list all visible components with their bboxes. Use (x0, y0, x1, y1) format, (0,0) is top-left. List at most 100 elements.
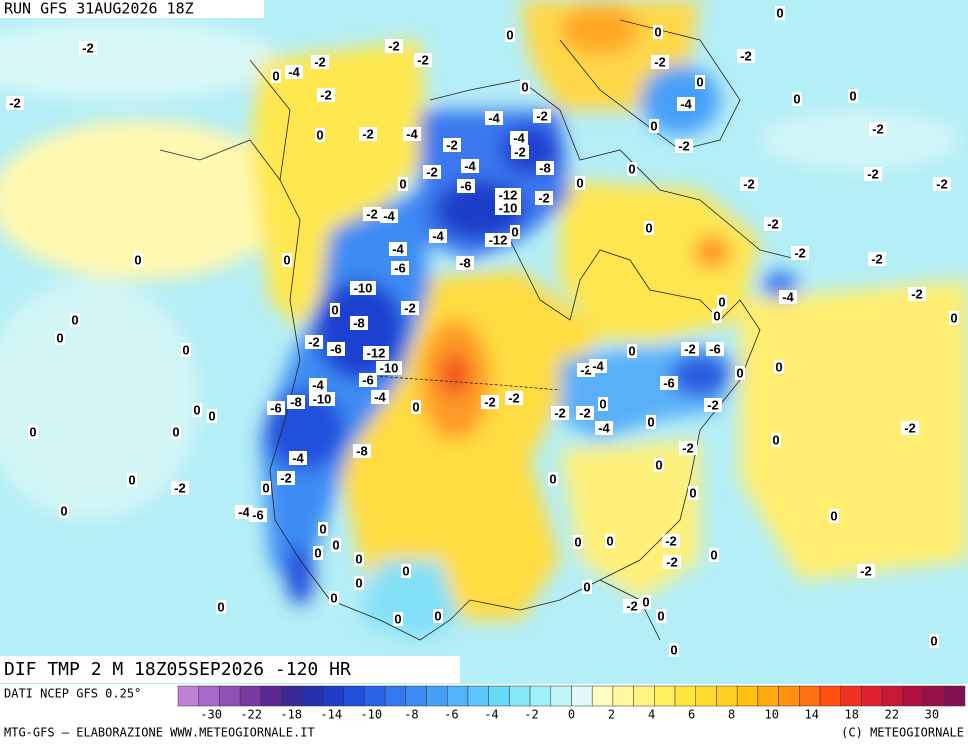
contour-label: 0 (521, 79, 528, 94)
contour-label: -4 (432, 228, 444, 243)
label-box (350, 281, 376, 295)
contour-label: -10 (380, 360, 399, 375)
label-box (520, 80, 530, 94)
label-box (371, 390, 389, 404)
label-box (605, 534, 615, 548)
color-swatch (384, 685, 407, 707)
contour-label: -2 (508, 390, 520, 405)
colorbar-tick-label: -4 (484, 708, 498, 722)
contour-label: -4 (406, 126, 418, 141)
contour-label: 0 (412, 399, 419, 414)
label-box (548, 472, 558, 486)
contour-label: -2 (740, 48, 752, 63)
label-box (510, 225, 520, 239)
colorbar-tick-label: -18 (280, 708, 302, 722)
contour-label: -2 (536, 108, 548, 123)
contour-label: -2 (554, 405, 566, 420)
color-swatch (239, 685, 262, 707)
label-box (551, 406, 569, 420)
contour-label: -2 (936, 176, 948, 191)
label-box (505, 391, 523, 405)
label-box (59, 504, 69, 518)
color-swatch (819, 685, 841, 707)
contour-label: 0 (599, 396, 606, 411)
label-box (641, 595, 651, 609)
label-box (589, 359, 607, 373)
contour-label: 0 (331, 302, 338, 317)
label-box (457, 179, 475, 193)
label-box (573, 535, 583, 549)
contour-label: -2 (426, 164, 438, 179)
temperature-field (0, 0, 968, 684)
contour-label: -2 (579, 405, 591, 420)
contour-label: 0 (355, 575, 362, 590)
label-box (869, 122, 887, 136)
contour-label: -2 (314, 54, 326, 69)
label-box (330, 303, 340, 317)
contour-label: 0 (134, 252, 141, 267)
contour-label: -2 (911, 286, 923, 301)
title-box (0, 656, 460, 683)
label-box (289, 451, 307, 465)
label-box (791, 246, 809, 260)
label-box (679, 441, 697, 455)
label-box (598, 397, 608, 411)
contour-label: -4 (288, 64, 300, 79)
label-box (792, 92, 802, 106)
contour-label: 0 (394, 611, 401, 626)
colorbar-tick-label: -6 (444, 708, 458, 722)
label-box (712, 309, 722, 323)
contour-label: -12 (489, 232, 508, 247)
contour-label: -2 (404, 300, 416, 315)
contour-label: -8 (353, 315, 365, 330)
contour-label: 0 (650, 118, 657, 133)
contour-label: 0 (314, 545, 321, 560)
contour-label: -4 (598, 420, 610, 435)
label-box (414, 53, 432, 67)
contour-label: 0 (830, 508, 837, 523)
contour-label: 0 (654, 24, 661, 39)
contour-label: -6 (394, 260, 406, 275)
contour-label: -8 (539, 160, 551, 175)
color-swatch (591, 685, 614, 707)
label-box (663, 555, 681, 569)
label-box (829, 509, 839, 523)
contour-label: 0 (208, 408, 215, 423)
label-box (677, 97, 695, 111)
label-box (695, 75, 705, 89)
label-box (704, 398, 722, 412)
label-box (353, 444, 371, 458)
label-box (350, 316, 368, 330)
contour-label: 0 (193, 402, 200, 417)
label-box (774, 360, 784, 374)
contour-label: 0 (930, 633, 937, 648)
contour-label: 0 (576, 175, 583, 190)
label-box (354, 552, 364, 566)
label-box (354, 576, 364, 590)
contour-label: -2 (580, 362, 592, 377)
label-box (309, 392, 335, 406)
label-box (662, 534, 680, 548)
contour-label: -6 (663, 375, 675, 390)
label-box (533, 109, 551, 123)
contour-label: 0 (793, 91, 800, 106)
label-box (433, 609, 443, 623)
color-swatch (633, 685, 655, 707)
coastlines (159, 19, 801, 641)
label-box (649, 119, 659, 133)
contour-label: -2 (872, 121, 884, 136)
contour-label: -2 (320, 87, 332, 102)
contour-label: 0 (56, 330, 63, 345)
label-box (55, 331, 65, 345)
contour-label: 0 (172, 424, 179, 439)
label-box (311, 55, 329, 69)
label-box (363, 207, 381, 221)
contour-label: -6 (270, 400, 282, 415)
color-swatch (529, 685, 552, 707)
colorbar-tick-label: 30 (925, 708, 939, 722)
label-box (627, 162, 637, 176)
contour-label: -2 (388, 38, 400, 53)
contour-label: -2 (665, 533, 677, 548)
contour-label: -2 (860, 563, 872, 578)
colorbar-tick-label: 4 (648, 708, 655, 722)
